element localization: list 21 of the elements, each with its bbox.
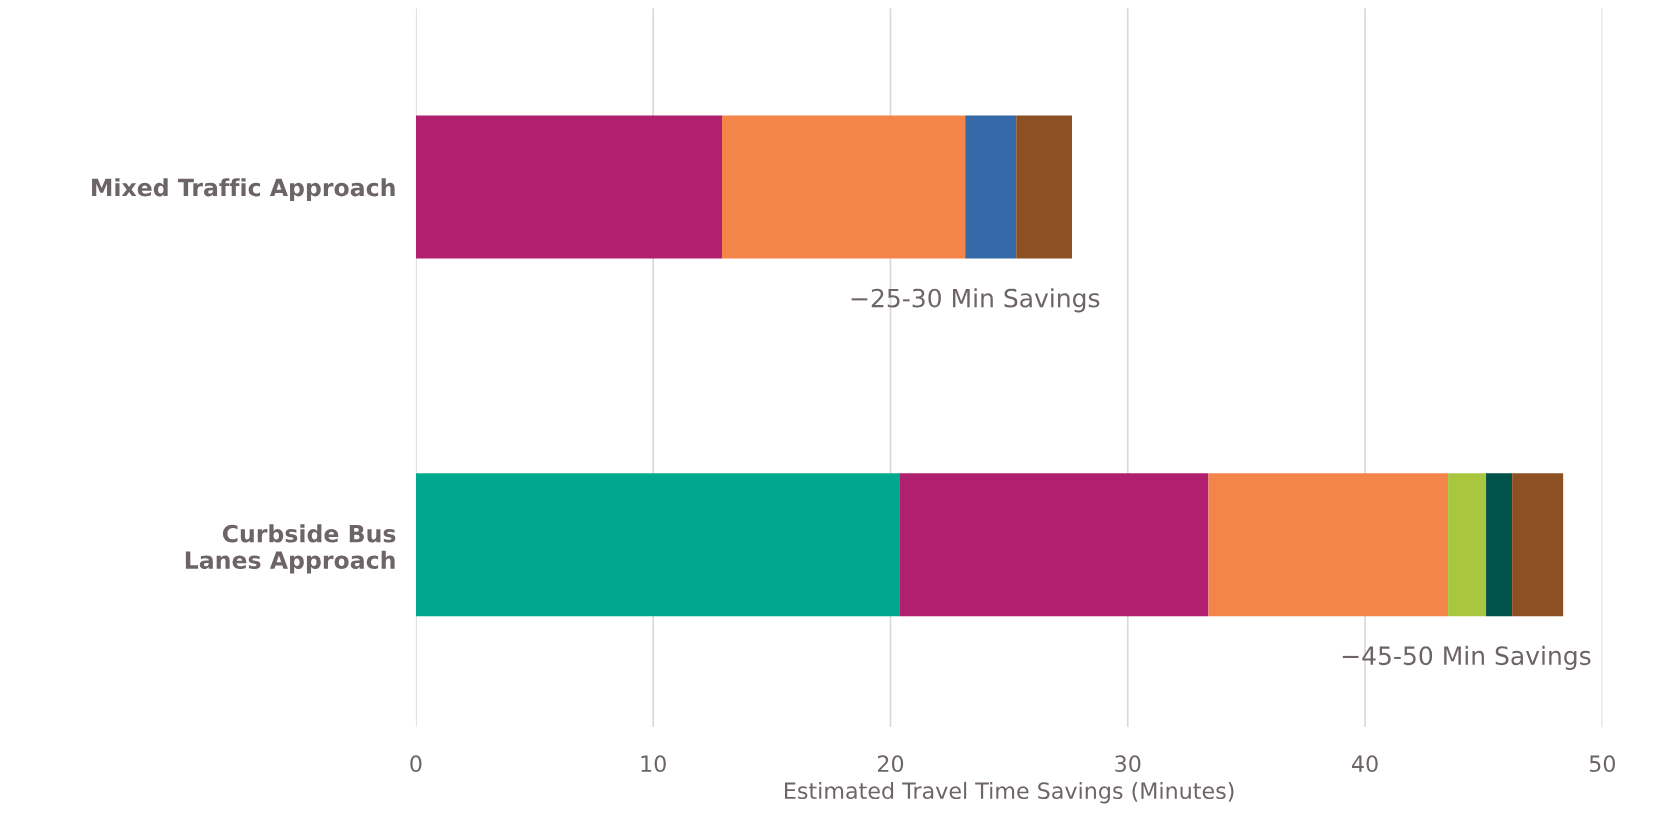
bar bbox=[965, 115, 1017, 259]
bar bbox=[1208, 473, 1449, 617]
x-axis-title: Estimated Travel Time Savings (Minutes) bbox=[785, 781, 1234, 804]
x-tick-label: 10 bbox=[641, 755, 666, 773]
bar bbox=[1512, 473, 1564, 617]
annotation: −45-50 Min Savings bbox=[1342, 645, 1591, 670]
bar bbox=[415, 473, 900, 617]
y-tick-label: Mixed Traffic Approach bbox=[92, 178, 395, 201]
annotation: −25-30 Min Savings bbox=[851, 288, 1100, 313]
x-tick-label: 40 bbox=[1351, 755, 1378, 773]
y-tick-label: Curbside Bus Lanes Approach bbox=[185, 524, 396, 574]
bar bbox=[1448, 473, 1487, 617]
bar bbox=[722, 115, 966, 259]
bar bbox=[415, 115, 722, 259]
x-tick-label: 30 bbox=[1115, 755, 1141, 773]
x-tick-label: 0 bbox=[410, 755, 422, 773]
bar bbox=[1486, 473, 1513, 617]
bar bbox=[1016, 115, 1072, 259]
x-tick-label: 50 bbox=[1589, 755, 1615, 773]
x-tick-label: 20 bbox=[877, 755, 904, 773]
bar bbox=[899, 473, 1209, 617]
